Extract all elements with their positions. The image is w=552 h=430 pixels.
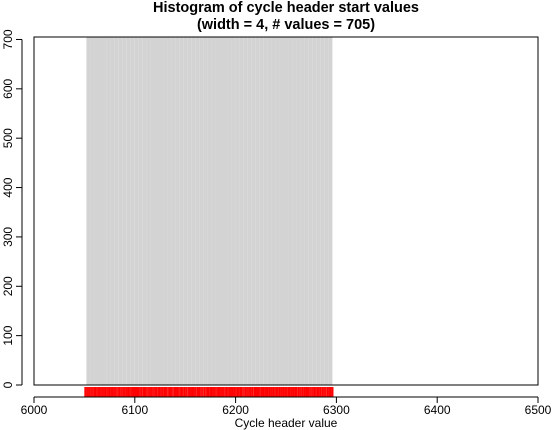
histogram-bar <box>223 37 228 385</box>
histogram-bar <box>122 37 127 385</box>
histogram-bar <box>183 37 188 385</box>
histogram-bar <box>320 37 325 385</box>
histogram-bar <box>239 37 244 385</box>
histogram-bar <box>102 37 107 385</box>
histogram-bar <box>304 37 309 385</box>
histogram-bar <box>300 37 305 385</box>
chart-title: Histogram of cycle header start values <box>153 0 419 16</box>
histogram-bar <box>324 37 329 385</box>
histogram-bar <box>167 37 172 385</box>
histogram-bar <box>90 37 95 385</box>
histogram-bar <box>275 37 280 385</box>
histogram-bars <box>86 37 333 385</box>
histogram-bar <box>251 37 256 385</box>
x-axis-label: Cycle header value <box>235 416 338 430</box>
histogram-bar <box>138 37 143 385</box>
histogram-bar <box>94 37 99 385</box>
histogram-bar <box>267 37 272 385</box>
histogram-bar <box>271 37 276 385</box>
histogram-bar <box>118 37 123 385</box>
histogram-bar <box>243 37 248 385</box>
histogram-bar <box>292 37 297 385</box>
y-tick-label: 0 <box>1 381 15 388</box>
histogram-bar <box>296 37 301 385</box>
histogram-bar <box>207 37 212 385</box>
histogram-bar <box>146 37 151 385</box>
histogram-bar <box>163 37 168 385</box>
histogram-bar <box>199 37 204 385</box>
x-tick-label: 6200 <box>222 403 249 417</box>
histogram-bar <box>86 37 91 385</box>
y-tick-label: 200 <box>1 276 15 296</box>
histogram-bar <box>114 37 119 385</box>
histogram-bar <box>316 37 321 385</box>
histogram-bar <box>175 37 180 385</box>
histogram-bar <box>259 37 264 385</box>
histogram-bar <box>247 37 252 385</box>
histogram-bar <box>308 37 313 385</box>
plot-frame <box>33 36 539 386</box>
rug-marks <box>84 387 334 397</box>
histogram-bar <box>126 37 131 385</box>
histogram-bar <box>130 37 135 385</box>
y-tick-label: 400 <box>1 177 15 197</box>
histogram-bar <box>255 37 260 385</box>
histogram-bar <box>179 37 184 385</box>
y-tick-label: 300 <box>1 227 15 247</box>
histogram-bar <box>142 37 147 385</box>
histogram-bar <box>211 37 216 385</box>
histogram-bar <box>279 37 284 385</box>
y-tick-label: 100 <box>1 325 15 345</box>
y-tick-label: 700 <box>1 29 15 49</box>
histogram-bar <box>158 37 164 385</box>
histogram-bar <box>231 37 236 385</box>
histogram-bar <box>191 37 196 385</box>
histogram-bar <box>227 37 232 385</box>
histogram-bar <box>288 37 293 385</box>
x-tick-label: 6000 <box>21 403 48 417</box>
histogram-bar <box>154 37 159 385</box>
histogram-bar <box>134 37 139 385</box>
y-axis: 0 100 200 300 400 500 600 700 <box>1 29 23 388</box>
chart-subtitle: (width = 4, # values = 705) <box>197 17 375 33</box>
histogram-bar <box>171 37 176 385</box>
histogram-bar <box>98 37 103 385</box>
histogram-bar <box>235 37 240 385</box>
histogram-bar <box>110 37 115 385</box>
histogram-bar <box>283 37 289 385</box>
histogram-bar <box>215 37 220 385</box>
histogram-bar <box>263 37 268 385</box>
histogram-bar <box>195 37 200 385</box>
y-tick-label: 600 <box>1 78 15 98</box>
x-axis: 6000 6100 6200 6300 6400 6500 <box>21 396 552 417</box>
histogram-bar <box>328 37 333 385</box>
x-tick-label: 6500 <box>525 403 552 417</box>
histogram-bar <box>187 37 192 385</box>
x-tick-label: 6100 <box>121 403 148 417</box>
histogram-bar <box>150 37 155 385</box>
histogram-bar <box>203 37 208 385</box>
x-tick-label: 6400 <box>424 403 451 417</box>
histogram-bar <box>106 37 111 385</box>
y-tick-label: 500 <box>1 128 15 148</box>
histogram-bar <box>312 37 317 385</box>
histogram-bar <box>219 37 224 385</box>
x-tick-label: 6300 <box>323 403 350 417</box>
